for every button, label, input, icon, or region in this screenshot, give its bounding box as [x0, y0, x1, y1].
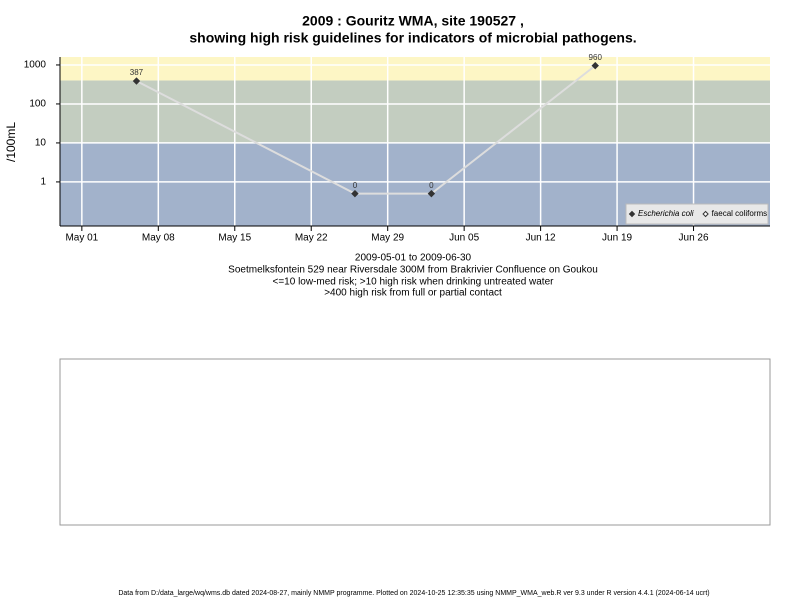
risk-band [60, 57, 770, 81]
y-tick-label: 1 [40, 177, 46, 188]
legend-label: Escherichia coli [638, 209, 694, 218]
data-point [427, 189, 436, 198]
y-tick-label: 10 [35, 138, 47, 149]
x-axis-label: Soetmelksfontein 529 near Riversdale 300… [228, 265, 598, 276]
chart-title: 2009 : Gouritz WMA, site 190527 , [302, 13, 524, 29]
legend-marker [628, 210, 636, 218]
y-tick-label: 1000 [24, 60, 47, 71]
x-axis-label: <=10 low-med risk; >10 high risk when dr… [273, 277, 555, 288]
x-axis-label: >400 high risk from full or partial cont… [324, 288, 502, 299]
x-tick-label: May 15 [218, 233, 251, 244]
x-axis-label: 2009-05-01 to 2009-06-30 [355, 253, 472, 264]
x-tick-label: May 22 [295, 233, 328, 244]
data-label: 387 [130, 68, 144, 77]
data-label: 0 [353, 181, 358, 190]
x-tick-label: Jun 19 [602, 233, 632, 244]
x-tick-label: May 01 [65, 233, 98, 244]
data-point [351, 189, 359, 198]
legend-label: faecal coliforms [712, 209, 768, 218]
y-tick-label: 100 [29, 99, 46, 110]
data-label: 0 [429, 181, 434, 190]
legend [625, 203, 769, 225]
x-tick-label: Jun 12 [526, 233, 556, 244]
chart-subtitle: showing high risk guidelines for indicat… [189, 30, 636, 46]
empty-panel [59, 358, 771, 526]
footer: Data from D:/data_large/wq/wms.db dated … [118, 590, 709, 597]
data-label: 960 [589, 53, 603, 62]
data-point [591, 61, 599, 70]
risk-band [60, 80, 770, 143]
data-point [132, 77, 141, 85]
x-tick-label: May 29 [371, 233, 404, 244]
x-tick-label: Jun 05 [449, 233, 479, 244]
y-axis-label: /100mL [4, 122, 18, 162]
legend-marker [702, 210, 709, 218]
x-tick-label: Jun 26 [679, 233, 709, 244]
series-line [136, 64, 596, 195]
x-tick-label: May 08 [142, 233, 175, 244]
